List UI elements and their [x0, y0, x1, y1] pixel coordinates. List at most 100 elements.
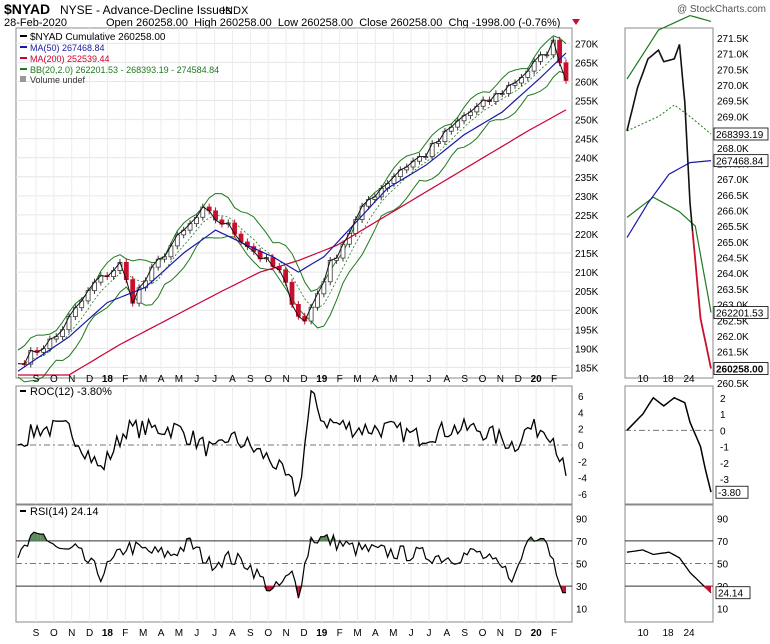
legend-ma200: MA(200) 252539.44 [30, 54, 110, 64]
zoom-roc-y-tick: 0 [720, 426, 726, 437]
main-y-tick: 230K [575, 192, 599, 203]
zoom-y-tick: 266.5K [717, 191, 749, 202]
x-tick-label: 19 [316, 628, 328, 639]
x-tick-label: M [353, 374, 361, 385]
rsi-y-tick: 10 [576, 605, 588, 616]
main-y-tick: 265K [575, 58, 599, 69]
legend-volume: Volume undef [30, 75, 86, 85]
main-y-tick: 185K [575, 363, 599, 374]
x-tick-label: 20 [531, 628, 543, 639]
x-tick-label: O [264, 628, 272, 639]
watermark: @ StockCharts.com [677, 4, 766, 15]
roc-y-tick: 6 [578, 392, 584, 403]
x-tick-label: J [212, 374, 217, 385]
x-tick-label: 19 [316, 374, 328, 385]
zoom-y-tick: 265.0K [717, 238, 749, 249]
symbol-label: $NYAD [4, 1, 50, 17]
main-y-tick: 245K [575, 135, 599, 146]
x-tick-label: M [175, 628, 183, 639]
zoom-y-tick: 270.0K [717, 81, 749, 92]
x-tick-label: D [86, 628, 93, 639]
main-y-tick: 270K [575, 39, 599, 50]
zoom-rsi-y-tick: 70 [717, 537, 729, 548]
index-tag: INDX [222, 5, 249, 17]
zoom-y-tick: 268.0K [717, 144, 749, 155]
main-y-tick: 200K [575, 306, 599, 317]
x-tick-label: N [68, 374, 75, 385]
ma50-value-tag: 267468.84 [716, 157, 764, 168]
zoom-main-panel [625, 28, 713, 378]
zoom-rsi-y-tick: 90 [717, 514, 729, 525]
main-y-tick: 215K [575, 249, 599, 260]
rsi-label: RSI(14) 24.14 [30, 506, 98, 518]
x-tick-label: O [50, 374, 58, 385]
x-tick-label: O [479, 374, 487, 385]
bb-lower-value-tag: 262201.53 [716, 309, 764, 320]
x-tick-label: F [551, 374, 557, 385]
exchange-title: NYSE - Advance-Decline Issues [60, 3, 231, 17]
x-tick-label: M [175, 374, 183, 385]
x-tick-label: 18 [102, 374, 114, 385]
main-y-tick: 195K [575, 325, 599, 336]
zoom-y-tick: 271.0K [717, 50, 749, 61]
bb-middle-value-tag: 268393.19 [716, 130, 764, 141]
x-tick-label: A [443, 628, 450, 639]
zoom-y-tick: 263.5K [717, 285, 749, 296]
down-arrow-icon [572, 19, 580, 25]
x-tick-label: N [282, 628, 289, 639]
rsi-y-tick: 30 [576, 582, 588, 593]
zoom-y-tick: 264.0K [717, 269, 749, 280]
x-tick-label: 20 [531, 374, 543, 385]
x-tick-label: J [212, 628, 217, 639]
zoom-rsi-y-tick: 10 [717, 605, 729, 616]
main-y-tick: 240K [575, 154, 599, 165]
x-tick-label: A [158, 374, 165, 385]
zoom-x-tick-label: 24 [683, 374, 695, 385]
zoom-y-tick: 269.0K [717, 112, 749, 123]
zoom-x-tick-label: 18 [662, 628, 674, 639]
main-y-tick: 210K [575, 268, 599, 279]
x-tick-label: D [86, 374, 93, 385]
main-y-tick: 205K [575, 287, 599, 298]
roc-y-tick: -2 [578, 457, 587, 468]
zoom-y-tick: 266.0K [717, 207, 749, 218]
roc-y-tick: 4 [578, 408, 584, 419]
zoom-x-tick-label: 24 [683, 628, 695, 639]
zoom-y-tick: 260.5K [717, 379, 749, 390]
x-tick-label: N [68, 628, 75, 639]
x-tick-label: F [122, 628, 128, 639]
x-tick-label: S [33, 628, 40, 639]
zoom-x-tick-label: 10 [637, 628, 649, 639]
x-tick-label: F [551, 628, 557, 639]
x-tick-label: M [139, 374, 147, 385]
x-tick-label: M [389, 628, 397, 639]
rsi-value-tag: 24.14 [718, 589, 743, 600]
x-tick-label: O [50, 628, 58, 639]
x-tick-label: A [443, 374, 450, 385]
x-tick-label: J [194, 628, 199, 639]
legend-price: $NYAD Cumulative 260258.00 [30, 32, 166, 43]
x-tick-label: M [353, 628, 361, 639]
main-y-tick: 220K [575, 230, 599, 241]
x-tick-label: A [229, 628, 236, 639]
last-price-tag: 260258.00 [716, 365, 764, 376]
x-tick-label: 18 [102, 628, 114, 639]
x-tick-label: O [264, 374, 272, 385]
zoom-roc-y-tick: 1 [720, 410, 726, 421]
rsi-oversold-fill [563, 586, 566, 593]
roc-y-tick: -6 [578, 490, 587, 501]
main-y-tick: 250K [575, 116, 599, 127]
x-tick-label: A [158, 628, 165, 639]
zoom-y-tick: 261.5K [717, 348, 749, 359]
x-tick-label: S [247, 628, 254, 639]
x-tick-label: F [122, 374, 128, 385]
x-tick-label: N [497, 374, 504, 385]
zoom-y-tick: 271.5K [717, 34, 749, 45]
zoom-y-tick: 265.5K [717, 222, 749, 233]
zoom-rsi-y-tick: 50 [717, 560, 729, 571]
x-tick-label: F [337, 374, 343, 385]
x-tick-label: N [497, 628, 504, 639]
x-tick-label: J [409, 374, 414, 385]
